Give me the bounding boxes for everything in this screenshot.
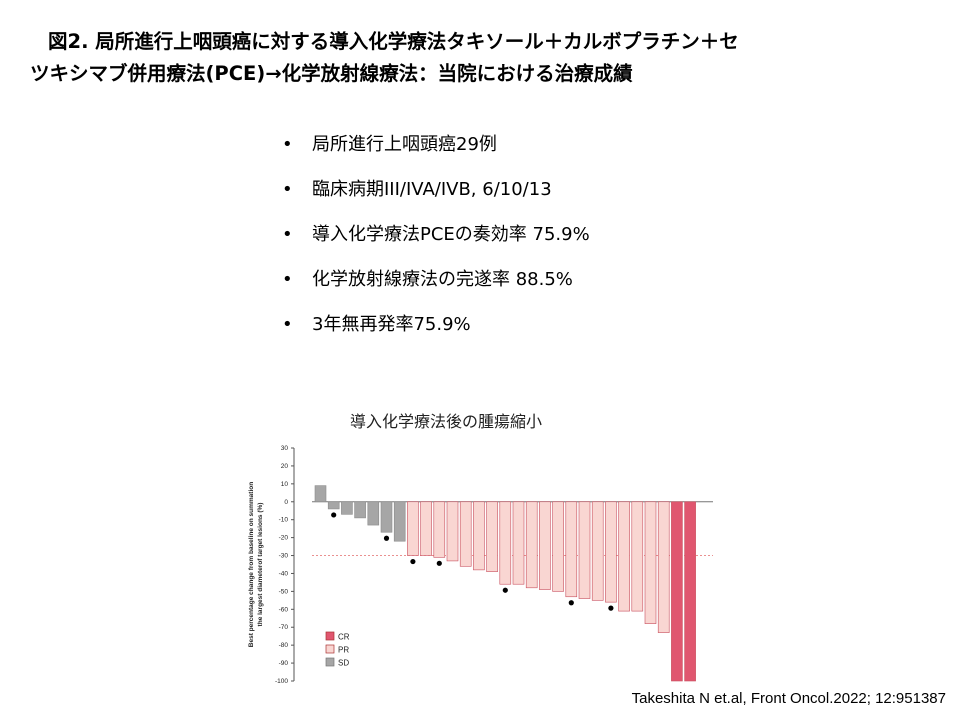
bar [631,501,644,612]
bullet-item: • 臨床病期III/IVA/IVB, 6/10/13 [282,167,590,212]
bullet-marker: • [282,224,293,245]
bar [499,501,512,585]
bar [512,501,525,585]
bullet-item: • 3年無再発率75.9% [282,302,590,347]
y-tick-label: -90 [279,660,289,667]
bar [407,501,419,556]
bullet-marker: • [282,314,293,335]
bar [552,501,564,592]
bar [459,501,472,567]
legend-label: CR [338,633,350,642]
legend-swatch [325,644,335,654]
y-tick-label: -10 [279,517,289,524]
legend-swatch [325,631,335,641]
bar [354,501,366,519]
marker-dot [608,605,614,611]
y-tick-label: -80 [279,642,289,649]
bullet-text: 3年無再発率75.9% [312,314,471,335]
legend-label: PR [338,646,349,655]
y-tick-label: 20 [281,463,289,470]
bar [591,501,604,601]
bar [314,485,327,503]
legend-label: SD [338,659,349,668]
summary-bullet-list: • 局所進行上咽頭癌29例 • 臨床病期III/IVA/IVB, 6/10/13 •… [282,122,590,347]
bullet-marker: • [282,269,293,290]
y-tick-label: -60 [279,606,289,613]
bar [393,501,406,542]
bullet-item: • 導入化学療法PCEの奏効率 75.9% [282,212,590,257]
bar [525,501,538,589]
bullet-text: 化学放射線療法の完遂率 88.5% [312,269,573,290]
marker-dot [383,535,390,541]
y-tick-label: 10 [281,481,289,488]
waterfall-chart: 30 20 10 0 -10 -20 -30 -40 -50 -60 -70 -80 -90 -100 Be… [248,445,713,685]
bar [341,501,353,515]
bullet-text: 局所進行上咽頭癌29例 [312,134,497,155]
bar [605,501,617,603]
marker-dot [436,560,442,566]
marker-dot [568,600,574,606]
y-tick-label: -70 [279,624,289,631]
y-axis-title: Best percentage change from baseline on … [248,482,255,647]
title-line-2: ツキシマブ併用療法(PCE)→化学放射線療法：当院における治療成績 [30,62,633,85]
bar [618,501,630,612]
bar [380,501,393,533]
bar [684,501,696,682]
bullet-marker: • [282,134,293,155]
chart-title: 導入化学療法後の腫瘍縮小 [350,412,543,431]
bar [671,501,683,682]
bar [565,501,578,598]
bar [327,501,340,510]
y-tick-label: -40 [279,570,289,577]
y-axis-title: the largest diameterof target lesions (%… [257,503,264,627]
y-tick-label: -20 [279,535,289,542]
bullet-item: • 化学放射線療法の完遂率 88.5% [282,257,590,302]
y-tick-label: 0 [284,499,288,506]
marker-dot [502,587,508,593]
bar [644,501,657,624]
bullet-item: • 局所進行上咽頭癌29例 [282,122,590,167]
citation: Takeshita N et.al, Front Oncol.2022; 12:… [631,690,946,707]
bullet-text: 導入化学療法PCEの奏効率 75.9% [312,224,590,245]
y-tick-label: -50 [279,588,289,595]
bar [473,501,485,571]
bar [539,501,551,590]
bar [420,501,432,556]
bar [486,501,498,572]
legend-swatch [325,657,335,667]
y-tick-label: 30 [281,445,289,452]
marker-dot [410,558,416,565]
bullet-text: 臨床病期III/IVA/IVB, 6/10/13 [312,179,552,200]
bar [367,501,380,526]
title-line-1: 図2. 局所進行上咽頭癌に対する導入化学療法タキソール＋カルボプラチン＋セ [48,30,739,53]
bar [578,501,591,599]
y-tick-label: -30 [279,553,289,560]
slide-title: 図2. 局所進行上咽頭癌に対する導入化学療法タキソール＋カルボプラチン＋セ ツキ… [30,26,930,90]
bar [657,501,670,633]
y-tick-label: -100 [275,678,288,685]
marker-dot [331,512,337,518]
bullet-marker: • [282,179,293,200]
bar [446,501,459,562]
bar [433,501,446,558]
